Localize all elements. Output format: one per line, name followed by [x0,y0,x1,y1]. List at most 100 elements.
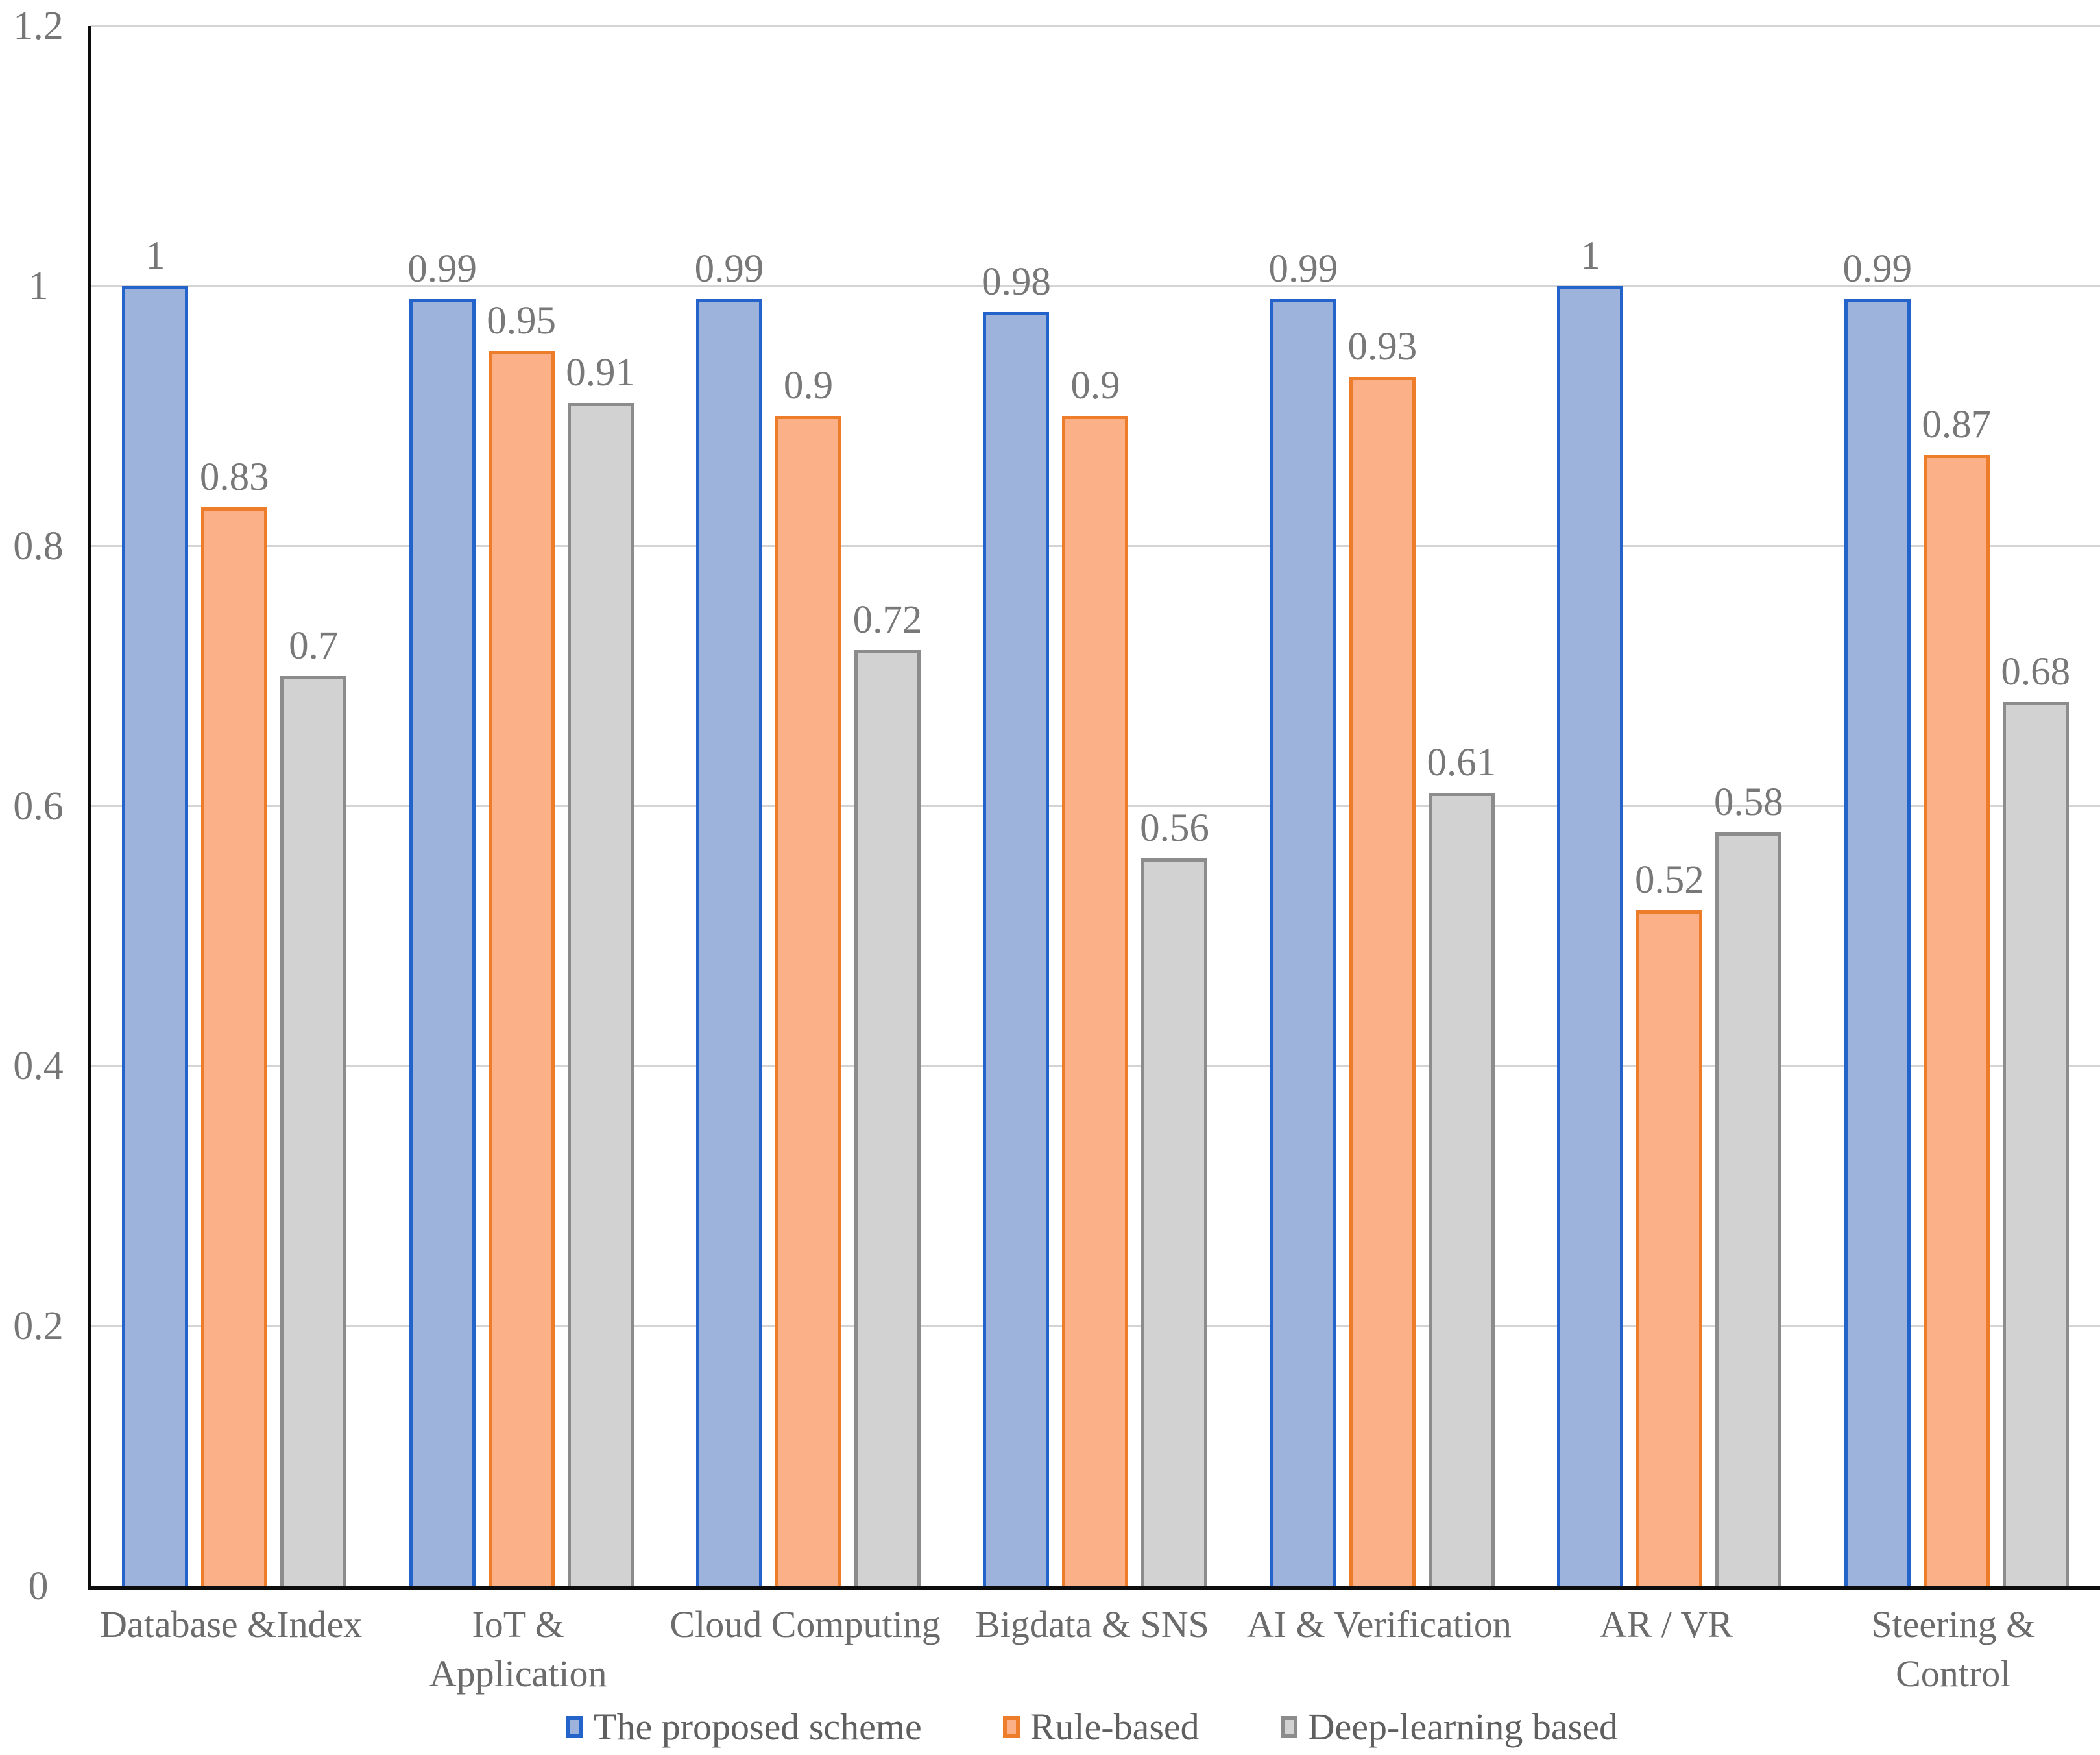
bar [409,298,476,1586]
bar-cell: 0.83 [199,26,269,1586]
bar-group: 1 0.83 0.7 [91,26,378,1586]
bar-value-label: 0.9 [1070,364,1120,408]
bar [1715,832,1782,1586]
category-label: Database &Index [88,1600,374,1699]
bar-value-label: 0.61 [1427,741,1497,785]
bar-cell: 0.87 [1922,26,1992,1586]
legend-item: Rule-based [1002,1705,1200,1749]
bar-value-label: 0.99 [694,247,764,291]
legend-item: Deep-learning based [1280,1705,1618,1749]
bar-value-label: 0.52 [1634,858,1704,902]
y-axis-tick-label: 0.4 [13,1044,64,1089]
bar [201,507,268,1586]
bar [1349,377,1416,1586]
bar [1557,285,1624,1586]
category-label: Cloud Computing [662,1600,948,1699]
y-axis-tick-label: 0.8 [13,524,64,568]
bar-group: 0.99 0.93 0.61 [1239,26,1526,1586]
bar-cell: 0.7 [280,26,347,1586]
x-axis-category-labels: Database &Index IoT & Application Cloud Com… [88,1600,2097,1699]
y-axis-tick-label: 1 [28,263,49,308]
legend-swatch-icon [1002,1715,1020,1738]
legend-label: Deep-learning based [1307,1706,1618,1748]
category-label: Steering & Control [1810,1600,2097,1699]
bar [567,403,634,1586]
y-axis-tick-label: 0.2 [13,1304,64,1349]
bar-group: 1 0.52 0.58 [1526,26,1813,1586]
bar-cell: 0.58 [1714,26,1783,1586]
bar-cell: 0.68 [2001,26,2070,1586]
bar [488,351,555,1586]
bar-cell: 0.61 [1427,26,1497,1586]
category-label-line: Control [1896,1652,2011,1695]
bar-cell: 0.93 [1347,26,1418,1586]
bar-value-label: 1 [145,234,165,278]
legend: The proposed scheme Rule-based Deep-learni… [88,1705,2097,1749]
bar-cell: 0.99 [407,26,477,1586]
bar-value-label: 0.95 [487,299,556,343]
bar-cell: 1 [122,26,189,1586]
bar [696,298,763,1586]
y-axis: 0 0.2 0.4 0.6 0.8 1 1.2 [0,6,77,1606]
bar-value-label: 0.87 [1922,403,1992,447]
bar-value-label: 0.93 [1347,325,1418,369]
category-label-line: Steering & [1871,1603,2036,1645]
bar [983,311,1050,1586]
bar-cell: 0.9 [775,26,842,1586]
y-axis-tick-label: 1.2 [13,4,64,48]
bar-cell: 0.91 [566,26,635,1586]
category-label: AR / VR [1523,1600,1809,1699]
bar-cell: 0.99 [1268,26,1338,1586]
bar-value-label: 0.83 [199,455,269,499]
category-label: Bigdata & SNS [948,1600,1235,1699]
category-label-line: Cloud Computing [670,1603,941,1645]
category-label-line: Database &Index [100,1603,363,1645]
category-label-line: Bigdata & SNS [975,1603,1209,1645]
category-label-line: Application [429,1652,607,1695]
legend-item: The proposed scheme [566,1705,922,1749]
bar [1844,298,1911,1586]
bar [2002,702,2069,1586]
bar-cell: 0.9 [1062,26,1129,1586]
bar-value-label: 0.99 [407,247,477,291]
legend-swatch-icon [566,1715,584,1738]
bar-cell: 0.98 [982,26,1051,1586]
bar [1636,910,1703,1586]
bar-value-label: 0.98 [982,260,1051,304]
bar [854,650,921,1586]
category-label-line: IoT & [472,1603,564,1645]
legend-label: The proposed scheme [594,1706,922,1748]
bar-value-label: 0.91 [566,351,635,395]
bar-group: 0.98 0.9 0.56 [952,26,1238,1586]
category-label: AI & Verification [1236,1600,1523,1699]
gridline [91,25,2100,27]
bar-value-label: 0.99 [1268,247,1338,291]
bar [122,285,189,1586]
bar [1062,416,1129,1586]
bar-value-label: 0.7 [289,624,339,668]
legend-label: Rule-based [1030,1706,1200,1748]
bar-cell: 1 [1557,26,1624,1586]
bar-group: 0.99 0.9 0.72 [665,26,952,1586]
bar-cell: 0.56 [1140,26,1209,1586]
y-axis-tick-label: 0.6 [13,784,64,829]
bar-cell: 0.95 [487,26,556,1586]
bar [1270,298,1336,1586]
category-label-line: AR / VR [1599,1603,1733,1645]
bar-value-label: 0.99 [1842,247,1913,291]
bar-groups: 1 0.83 0.7 0.99 0.95 0.91 0.99 0.9 0.72 0.98 0.9 0.… [91,26,2100,1586]
bar-cell: 0.52 [1634,26,1704,1586]
bar-group: 0.99 0.95 0.91 [378,26,664,1586]
bar [1923,455,1990,1586]
bar-value-label: 0.56 [1140,806,1209,850]
bar [775,416,842,1586]
plot-area: 1 0.83 0.7 0.99 0.95 0.91 0.99 0.9 0.72 0.98 0.9 0.… [88,25,2100,1590]
legend-swatch-icon [1280,1715,1297,1738]
gridline [91,284,2100,287]
bar-value-label: 0.9 [783,364,834,408]
bar-value-label: 1 [1580,234,1600,278]
bar [1141,858,1208,1586]
bar-cell: 0.99 [694,26,764,1586]
bar-value-label: 0.72 [852,598,923,642]
